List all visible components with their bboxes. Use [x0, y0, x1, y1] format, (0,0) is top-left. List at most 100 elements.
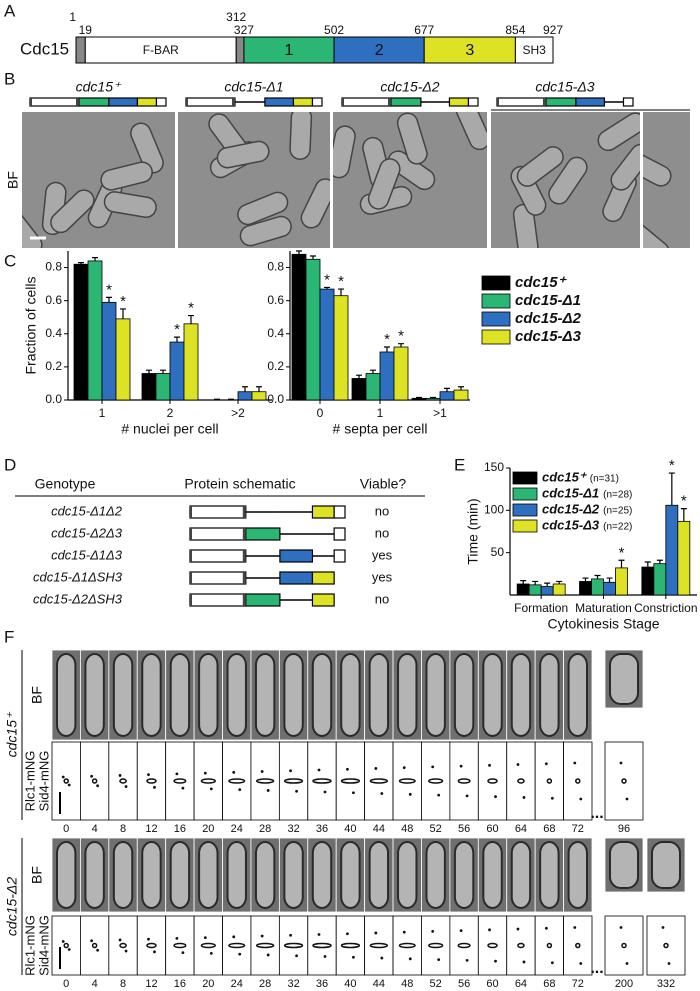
cell [482, 653, 503, 737]
spb [118, 774, 122, 777]
spb [544, 926, 548, 930]
ring [398, 942, 416, 949]
domain-box [279, 549, 314, 563]
domain-box [189, 593, 247, 607]
ring [340, 778, 361, 784]
spb [494, 795, 497, 799]
error-bar [680, 508, 687, 522]
legend-label: cdc15⁺ [515, 274, 568, 291]
x-axis-label: # nuclei per cell [121, 421, 218, 437]
frame [449, 649, 479, 821]
domain-box [292, 97, 314, 107]
spb [90, 939, 94, 943]
time-label: 36 [316, 978, 328, 990]
fbar-start [190, 528, 192, 540]
frame [392, 649, 422, 821]
y-tick-label: 150 [484, 460, 504, 474]
ring [457, 778, 471, 784]
spb [203, 771, 207, 775]
ring [228, 942, 246, 949]
fl-frame [165, 915, 195, 976]
spb [374, 931, 378, 935]
time-label: 32 [287, 978, 299, 990]
y-tick-label: 0.2 [267, 359, 284, 373]
time-label: 28 [259, 823, 271, 835]
x-tick-label: 1 [99, 406, 106, 420]
time-label: 16 [174, 978, 186, 990]
spb [153, 950, 156, 954]
frame [421, 837, 451, 976]
time-label: 48 [401, 978, 413, 990]
error-bar [106, 296, 112, 303]
legend-label: cdc15-Δ2 [542, 501, 600, 516]
protein-schematic [496, 97, 634, 107]
legend-label: cdc15-Δ3 [515, 328, 582, 345]
ring [228, 778, 246, 784]
domain-box [333, 505, 346, 519]
cell [548, 156, 588, 205]
spb [550, 796, 554, 800]
legend-label: cdc15⁺ [542, 469, 588, 484]
spb [203, 936, 207, 940]
strain-heading: cdc15⁺ [76, 79, 122, 95]
frame [646, 837, 686, 976]
ring [487, 778, 498, 784]
cell [425, 841, 446, 909]
time-label: 72 [572, 978, 584, 990]
frame [604, 649, 644, 821]
error-bar [370, 369, 376, 374]
cell [283, 841, 304, 909]
cell [283, 653, 304, 737]
frame [477, 649, 508, 821]
ring [91, 778, 98, 784]
error-bar [92, 257, 98, 261]
spb [61, 940, 65, 943]
domain-box [575, 97, 606, 107]
genotype: cdc15-Δ1Δ3 [51, 547, 123, 562]
spb [181, 951, 185, 955]
spb [579, 962, 583, 965]
domain-box [333, 527, 346, 541]
spb [323, 790, 327, 794]
legend-swatch [512, 503, 538, 517]
domain-box [189, 571, 247, 585]
fbar-start [190, 594, 192, 606]
fl-frame [222, 915, 252, 976]
cell [340, 653, 361, 737]
frame [108, 837, 138, 976]
time-label: 96 [618, 823, 630, 835]
spb [209, 787, 213, 791]
fl-frame [563, 741, 593, 821]
fl-frame [80, 915, 110, 976]
ellipsis: ... [590, 960, 603, 977]
x-tick-label: 1 [377, 406, 384, 420]
spb [124, 949, 128, 953]
x-tick-label: 2 [167, 406, 174, 420]
cell [609, 653, 639, 705]
error-bar [444, 387, 450, 392]
domain-box [341, 97, 392, 107]
fl-frame [421, 915, 451, 976]
spb [238, 952, 242, 956]
domain-box [622, 97, 634, 107]
fl-frame [604, 741, 644, 821]
domain-segment [514, 36, 554, 64]
legend-swatch [481, 293, 511, 309]
spb [619, 761, 623, 765]
cell [539, 841, 560, 909]
frame [563, 649, 593, 821]
time-label: 44 [373, 978, 385, 990]
strain-heading: cdc15-Δ2 [380, 79, 439, 95]
cell [130, 122, 164, 174]
cells [208, 112, 330, 247]
domain-box [333, 549, 346, 563]
panel-label: D [4, 455, 16, 474]
cell [311, 841, 333, 909]
domain-box [245, 593, 281, 607]
cell [425, 653, 446, 737]
ring [146, 942, 157, 949]
ring [340, 942, 361, 949]
spb [346, 932, 349, 936]
ring [283, 778, 304, 784]
frame [136, 837, 167, 976]
